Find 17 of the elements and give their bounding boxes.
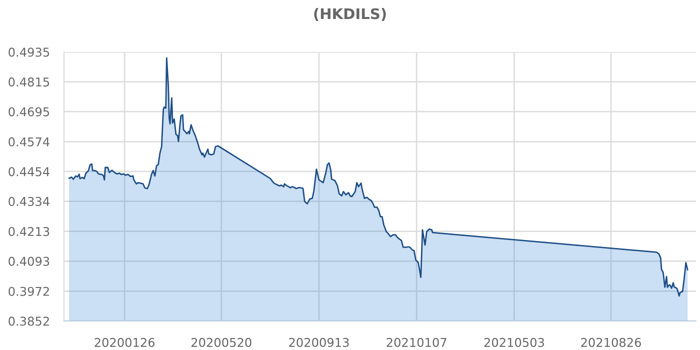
x-tick-label: 20200126 [94,338,155,348]
y-tick-label: 0.4454 [8,167,50,176]
y-tick-label: 0.4695 [8,107,50,116]
y-tick-label: 0.3972 [8,286,49,296]
chart-title: (HKDILS) [314,8,386,21]
y-tick-label: 0.4935 [8,48,50,57]
x-tick-label: 20200520 [192,338,252,348]
y-tick-label: 0.4093 [8,256,50,266]
x-tick-label: 20210503 [484,338,544,348]
x-tick-label: 20200913 [289,338,349,348]
y-tick-label: 0.3852 [8,316,49,326]
x-tick-label: 20210107 [386,338,446,348]
y-tick-label: 0.4574 [8,137,50,146]
y-tick-label: 0.4334 [8,196,50,206]
x-tick-label: 20210826 [581,338,641,348]
y-tick-label: 0.4815 [8,77,50,87]
y-tick-label: 0.4213 [8,226,50,236]
